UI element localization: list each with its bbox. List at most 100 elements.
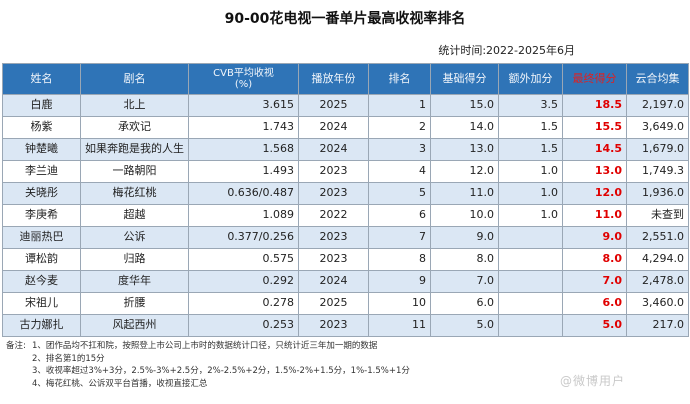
cell-final: 15.5 (562, 116, 627, 139)
cell-bonus (498, 314, 563, 337)
header-cloud-avg: 云合均集 (626, 63, 689, 95)
cell-rank: 9 (368, 270, 431, 293)
cell-cvb: 1.493 (188, 160, 299, 183)
note-item: 3、收视率超过3%+3分，2.5%-3%+2.5分，2%-2.5%+2分，1.5… (32, 366, 410, 376)
cell-cvb: 0.253 (188, 314, 299, 337)
cell-rank: 2 (368, 116, 431, 139)
cell-final: 14.5 (562, 138, 627, 161)
cell-cloud: 217.0 (626, 314, 689, 337)
header-cvb-line2: (%) (234, 79, 253, 90)
cell-rank: 10 (368, 292, 431, 315)
table-row: 关晓彤 梅花红桃 0.636/0.487 2023 5 11.0 1.0 12.0 1,936.… (2, 182, 689, 205)
table-row: 李兰迪 一路朝阳 1.493 2023 4 12.0 1.0 13.0 1,749.3 (2, 160, 689, 183)
ranking-table: 姓名 剧名 CVB平均收视 (%) 播放年份 排名 基础得分 额外加分 最终得分… (2, 63, 689, 337)
cell-name: 李兰迪 (2, 160, 81, 183)
cell-drama: 北上 (80, 94, 189, 117)
cell-base: 14.0 (430, 116, 499, 139)
header-cvb: CVB平均收视 (%) (188, 63, 299, 95)
cell-year: 2024 (298, 116, 369, 139)
cell-final: 18.5 (562, 94, 627, 117)
cell-cvb: 1.089 (188, 204, 299, 227)
table-header: 姓名 剧名 CVB平均收视 (%) 播放年份 排名 基础得分 额外加分 最终得分… (2, 63, 689, 95)
cell-final: 13.0 (562, 160, 627, 183)
header-rank: 排名 (368, 63, 431, 95)
cell-bonus: 1.5 (498, 138, 563, 161)
cell-rank: 8 (368, 248, 431, 271)
cell-base: 6.0 (430, 292, 499, 315)
cell-base: 9.0 (430, 226, 499, 249)
page-title: 90-00花电视一番单片最高收视率排名 (224, 11, 466, 27)
cell-base: 15.0 (430, 94, 499, 117)
cell-final: 6.0 (562, 292, 627, 315)
cell-name: 李庚希 (2, 204, 81, 227)
cell-cvb: 0.292 (188, 270, 299, 293)
header-bonus: 额外加分 (498, 63, 563, 95)
cell-bonus: 3.5 (498, 94, 563, 117)
cell-name: 白鹿 (2, 94, 81, 117)
cell-cloud: 1,749.3 (626, 160, 689, 183)
cell-name: 钟楚曦 (2, 138, 81, 161)
cell-name: 关晓彤 (2, 182, 81, 205)
cell-base: 11.0 (430, 182, 499, 205)
stat-period: 统计时间:2022-2025年6月 (438, 44, 575, 57)
cell-rank: 5 (368, 182, 431, 205)
cell-drama: 归路 (80, 248, 189, 271)
cell-drama: 如果奔跑是我的人生 (80, 138, 189, 161)
cell-year: 2025 (298, 94, 369, 117)
cell-final: 12.0 (562, 182, 627, 205)
cell-base: 12.0 (430, 160, 499, 183)
cell-base: 13.0 (430, 138, 499, 161)
cell-year: 2024 (298, 270, 369, 293)
cell-name: 赵今麦 (2, 270, 81, 293)
cell-year: 2023 (298, 314, 369, 337)
cell-base: 7.0 (430, 270, 499, 293)
cell-cloud: 2,551.0 (626, 226, 689, 249)
cell-bonus: 1.0 (498, 160, 563, 183)
note-item: 1、团作品均不扛和院，按照登上市公司上市时的数据统计口径，只统计近三年加一期的数… (32, 341, 378, 351)
cell-cvb: 0.575 (188, 248, 299, 271)
table-row: 迪丽热巴 公诉 0.377/0.256 2023 7 9.0 9.0 2,551.0 (2, 226, 689, 249)
cell-final: 8.0 (562, 248, 627, 271)
cell-drama: 梅花红桃 (80, 182, 189, 205)
cell-cloud: 3,460.0 (626, 292, 689, 315)
cell-drama: 度华年 (80, 270, 189, 293)
cell-rank: 1 (368, 94, 431, 117)
cell-bonus (498, 292, 563, 315)
cell-drama: 超越 (80, 204, 189, 227)
cell-name: 古力娜扎 (2, 314, 81, 337)
header-final-score: 最终得分 (562, 63, 627, 95)
cell-cloud: 3,649.0 (626, 116, 689, 139)
cell-year: 2025 (298, 292, 369, 315)
cell-final: 5.0 (562, 314, 627, 337)
cell-cloud: 2,197.0 (626, 94, 689, 117)
cell-bonus (498, 226, 563, 249)
cell-rank: 11 (368, 314, 431, 337)
cell-cloud: 1,679.0 (626, 138, 689, 161)
watermark: @微博用户 (560, 374, 626, 388)
cell-cloud: 2,478.0 (626, 270, 689, 293)
table-row: 古力娜扎 风起西州 0.253 2023 11 5.0 5.0 217.0 (2, 314, 689, 337)
cell-cloud: 4,294.0 (626, 248, 689, 271)
cell-drama: 公诉 (80, 226, 189, 249)
cell-final: 7.0 (562, 270, 627, 293)
table-body: 白鹿 北上 3.615 2025 1 15.0 3.5 18.5 2,197.0 杨紫 承欢记 1.7… (2, 94, 689, 337)
cell-base: 8.0 (430, 248, 499, 271)
cell-base: 10.0 (430, 204, 499, 227)
notes: 备注: 1、团作品均不扛和院，按照登上市公司上市时的数据统计口径，只统计近三年加一… (6, 340, 410, 390)
cell-year: 2023 (298, 226, 369, 249)
cell-final: 11.0 (562, 204, 627, 227)
cell-bonus: 1.0 (498, 204, 563, 227)
cell-cvb: 0.278 (188, 292, 299, 315)
cell-drama: 风起西州 (80, 314, 189, 337)
header-name: 姓名 (2, 63, 81, 95)
cell-bonus (498, 270, 563, 293)
cell-drama: 折腰 (80, 292, 189, 315)
cell-base: 5.0 (430, 314, 499, 337)
cell-drama: 承欢记 (80, 116, 189, 139)
cell-rank: 7 (368, 226, 431, 249)
table-row: 宋祖儿 折腰 0.278 2025 10 6.0 6.0 3,460.0 (2, 292, 689, 315)
cell-rank: 3 (368, 138, 431, 161)
note-item: 2、排名第1的15分 (32, 353, 105, 364)
cell-name: 宋祖儿 (2, 292, 81, 315)
header-drama: 剧名 (80, 63, 189, 95)
